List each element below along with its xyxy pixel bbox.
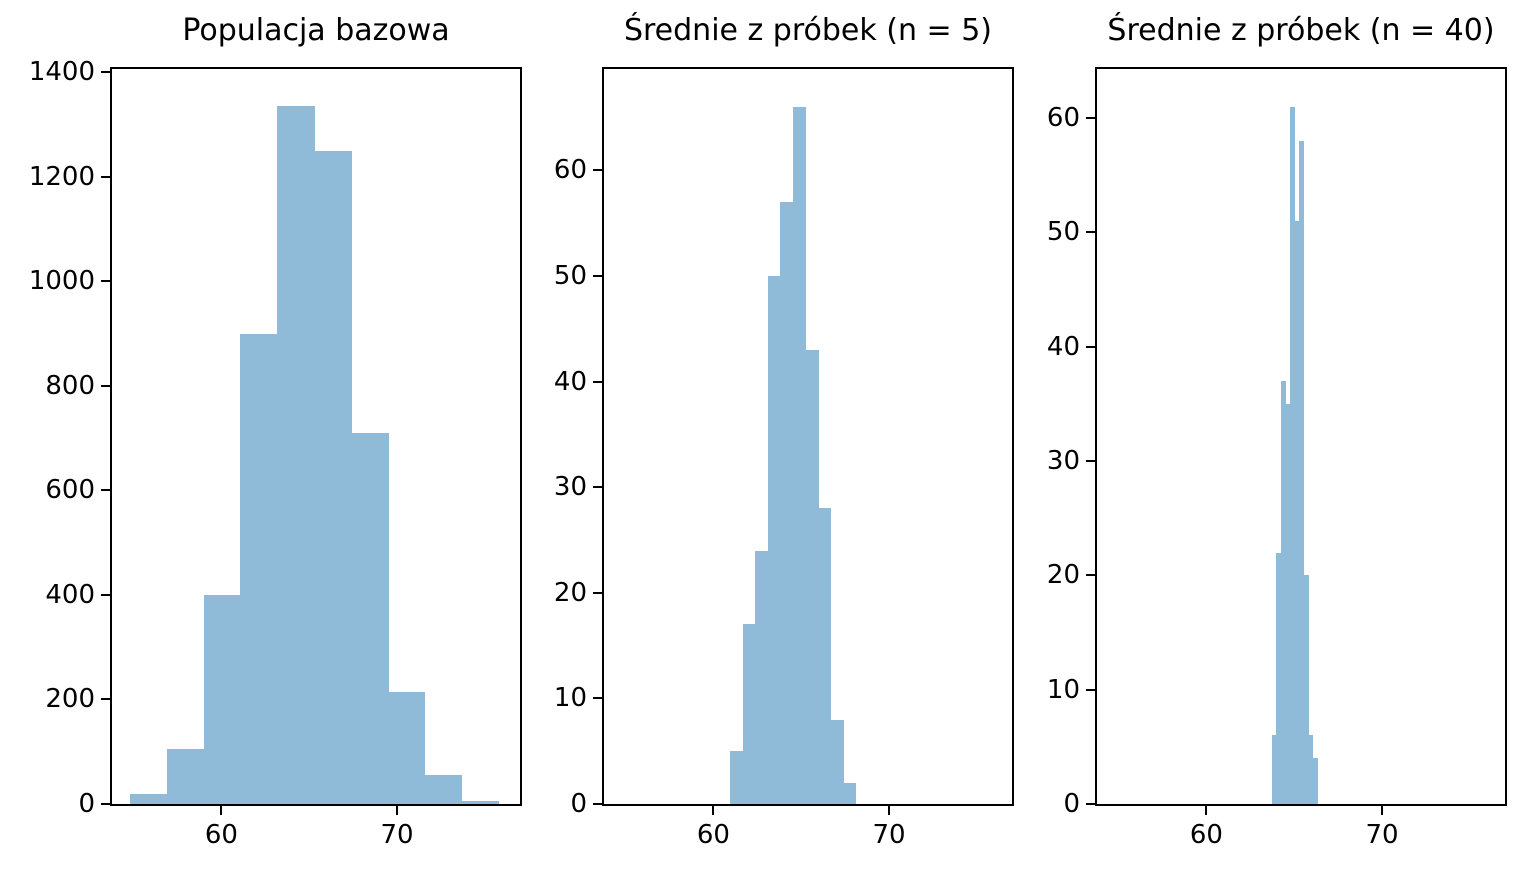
y-tick <box>1086 803 1095 805</box>
y-tick <box>101 489 110 492</box>
histogram-bar <box>129 793 168 804</box>
histogram-bar <box>424 775 463 804</box>
y-tick <box>101 803 110 805</box>
y-tick <box>1086 117 1095 120</box>
y-tick-label: 60 <box>1046 103 1080 134</box>
histogram-bar <box>742 624 756 804</box>
y-tick-label: 200 <box>45 684 95 715</box>
panel-sample-means-n5: Średnie z próbek (n = 5) 60 70 0 10 20 30 40 50… <box>554 0 1014 875</box>
y-tick <box>101 593 110 596</box>
histogram-bar <box>792 107 806 804</box>
histogram-bar <box>1285 403 1291 804</box>
y-tick-label: 40 <box>1046 331 1080 362</box>
y-tick <box>593 274 602 277</box>
plot-area-sample-means-n40 <box>1095 67 1507 806</box>
y-tick <box>1086 460 1095 463</box>
x-tick <box>1381 806 1384 815</box>
x-tick-label: 70 <box>1365 820 1399 850</box>
y-tick-label: 0 <box>78 789 95 819</box>
x-tick-label: 60 <box>1189 820 1223 850</box>
y-tick <box>1086 574 1095 577</box>
y-tick-label: 0 <box>1063 789 1080 819</box>
x-tick <box>1205 806 1208 815</box>
y-tick-label: 20 <box>1046 560 1080 591</box>
x-tick <box>396 806 399 815</box>
histogram-bar <box>730 751 744 804</box>
y-tick <box>593 380 602 383</box>
histogram-bar <box>1312 758 1318 804</box>
y-tick-label: 30 <box>553 472 587 503</box>
histogram-bar <box>166 749 205 804</box>
histogram-bar <box>1276 552 1282 804</box>
histogram-bar <box>780 202 794 804</box>
histogram-bar <box>277 106 315 804</box>
y-tick <box>593 169 602 172</box>
histogram-bar <box>240 333 278 804</box>
histogram-bar <box>387 691 426 804</box>
y-tick-label: 1000 <box>28 266 95 297</box>
y-tick <box>101 384 110 387</box>
plot-area-population <box>110 67 522 806</box>
histogram-bar <box>1303 575 1309 804</box>
y-tick-label: 10 <box>553 683 587 714</box>
histogram-bar <box>1294 221 1300 804</box>
y-tick-label: 1400 <box>28 57 95 88</box>
histogram-bar <box>1280 381 1287 804</box>
histogram-bar <box>314 150 352 804</box>
histogram-bar <box>842 782 857 804</box>
histogram-bar <box>830 719 844 804</box>
histogram-bar <box>767 275 781 804</box>
histogram-bar <box>805 349 819 804</box>
x-tick-label: 60 <box>204 820 238 850</box>
y-tick <box>1086 231 1095 234</box>
x-tick <box>220 806 223 815</box>
y-tick <box>593 486 602 489</box>
histogram-bar <box>461 801 500 804</box>
histogram-bar <box>817 508 832 804</box>
x-tick <box>712 806 715 815</box>
plot-inner <box>112 69 520 804</box>
y-tick <box>1086 345 1095 348</box>
x-tick-label: 60 <box>696 820 730 850</box>
y-tick <box>101 71 110 74</box>
y-tick-label: 50 <box>1046 217 1080 248</box>
y-tick-label: 1200 <box>28 161 95 192</box>
y-tick-label: 50 <box>553 260 587 291</box>
x-tick-label: 70 <box>872 820 906 850</box>
y-tick <box>593 591 602 594</box>
x-tick-label: 70 <box>380 820 414 850</box>
panel-population: Populacja bazowa 60 70 0 200 400 600 800 1000 12… <box>29 0 522 875</box>
plot-inner <box>1097 69 1505 804</box>
y-tick-label: 60 <box>553 155 587 186</box>
y-tick-label: 10 <box>1046 674 1080 705</box>
histogram-bar <box>351 432 389 804</box>
y-tick-label: 30 <box>1046 446 1080 477</box>
y-tick-label: 800 <box>45 370 95 401</box>
histogram-bar <box>755 550 769 804</box>
histogram-bar <box>203 594 241 804</box>
y-tick <box>593 697 602 700</box>
chart-title-sample-means-n5: Średnie z próbek (n = 5) <box>623 13 993 48</box>
y-tick <box>101 280 110 283</box>
y-tick <box>101 698 110 701</box>
panel-sample-means-n40: Średnie z próbek (n = 40) 60 70 0 10 20 30 40 5… <box>1047 0 1507 875</box>
y-tick-label: 600 <box>45 475 95 506</box>
y-tick <box>101 175 110 178</box>
histogram-bar <box>1308 735 1314 804</box>
chart-title-sample-means-n40: Średnie z próbek (n = 40) <box>1107 13 1495 48</box>
histogram-bar <box>1290 106 1296 804</box>
x-tick <box>888 806 891 815</box>
y-tick-label: 0 <box>570 789 587 819</box>
plot-area-sample-means-n5 <box>602 67 1014 806</box>
y-tick-label: 400 <box>45 579 95 610</box>
y-tick-label: 40 <box>553 366 587 397</box>
histogram-bar <box>1299 141 1305 804</box>
y-tick <box>593 803 602 805</box>
plot-inner <box>604 69 1012 804</box>
y-tick-label: 20 <box>553 577 587 608</box>
y-tick <box>1086 688 1095 691</box>
chart-title-population: Populacja bazowa <box>182 13 450 48</box>
histogram-bar <box>1271 735 1278 804</box>
